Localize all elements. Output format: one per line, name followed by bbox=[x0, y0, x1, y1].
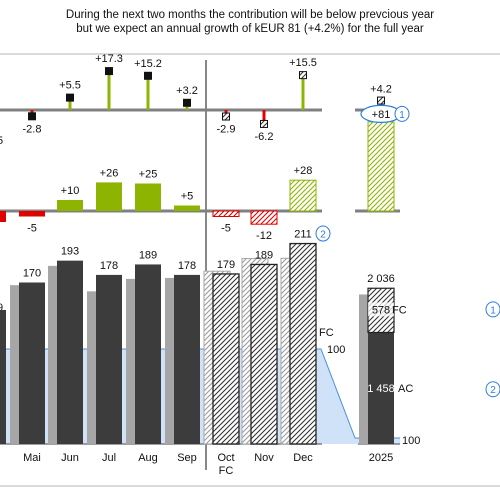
delta-pct-label: -2.8 bbox=[23, 123, 42, 135]
delta-abs-bar bbox=[57, 200, 83, 211]
marker-label: 1 bbox=[399, 110, 405, 121]
delta-pct-label: +15.2 bbox=[134, 58, 162, 70]
value-label: 211 bbox=[294, 229, 312, 241]
x-tick-label: Nov bbox=[254, 452, 274, 464]
value-label: 170 bbox=[23, 268, 41, 280]
marker-circle bbox=[394, 105, 410, 122]
delta-pct-pin-head bbox=[66, 93, 74, 102]
x-tick-label: Jun bbox=[61, 452, 79, 464]
x-tick-label: Jul bbox=[102, 452, 116, 464]
total-forecast-label-bg bbox=[368, 302, 394, 317]
delta-pct-label: -6.2 bbox=[255, 131, 274, 143]
total-delta-abs-label: +81 bbox=[372, 109, 391, 121]
delta-pct-label: +5.5 bbox=[59, 80, 81, 92]
x-tick-label: Oct bbox=[217, 452, 234, 464]
chart-title-line-1: During the next two months the contribut… bbox=[65, 9, 435, 21]
value-bar bbox=[135, 264, 161, 444]
delta-pct-pin-head bbox=[105, 67, 113, 76]
total-fc-tag: FC bbox=[392, 304, 407, 316]
total-ac-tag: AC bbox=[398, 383, 413, 395]
delta-pct-pin-head bbox=[260, 119, 268, 128]
total-delta-abs-bar bbox=[367, 121, 395, 212]
delta-pct-label: +3.2 bbox=[176, 85, 198, 97]
x-tick-sublabel: FC bbox=[219, 465, 234, 477]
value-bar bbox=[96, 274, 122, 444]
delta-pct-pin-head bbox=[28, 112, 36, 121]
value-bar bbox=[289, 242, 317, 445]
value-label: 189 bbox=[255, 249, 273, 261]
total-actual-segment bbox=[368, 332, 394, 444]
chart-title-line-2: but we expect an annual growth of kEUR 8… bbox=[76, 23, 424, 35]
value-label: 178 bbox=[100, 260, 118, 272]
x-tick-label: Aug bbox=[138, 452, 158, 464]
delta-pct-label: +17.3 bbox=[95, 53, 123, 65]
delta-pct-pin-head bbox=[183, 98, 191, 107]
delta-pct-pin-head bbox=[222, 112, 230, 121]
value-label: 193 bbox=[61, 246, 79, 258]
delta-abs-label: -12 bbox=[256, 230, 272, 242]
value-label: 179 bbox=[217, 259, 235, 271]
delta-abs-bar bbox=[250, 210, 278, 225]
x-tick-label: Mai bbox=[23, 452, 41, 464]
delta-abs-label: +26 bbox=[100, 167, 119, 179]
marker-circle bbox=[315, 225, 331, 242]
right-marker-label: 2 bbox=[490, 385, 496, 396]
delta-pct-pin-head bbox=[144, 71, 152, 80]
x-tick-label: Dec bbox=[293, 452, 313, 464]
delta-pct-pin-head bbox=[299, 71, 307, 80]
delta-abs-label: +10 bbox=[61, 185, 80, 197]
reference-label: 100 bbox=[327, 344, 345, 356]
right-marker-label: 1 bbox=[490, 305, 496, 316]
delta-abs-bar bbox=[19, 211, 45, 217]
delta-abs-bar bbox=[135, 183, 161, 211]
total-forecast-label: 578 bbox=[372, 304, 390, 316]
total-delta-pct-pin-head bbox=[377, 96, 385, 105]
value-bar bbox=[19, 282, 45, 444]
delta-abs-label: +25 bbox=[139, 169, 158, 181]
total-value-label: 2 036 bbox=[367, 273, 395, 285]
right-marker-circle bbox=[485, 381, 500, 398]
value-bar bbox=[212, 273, 240, 445]
partial-value-label: 9 bbox=[0, 302, 3, 314]
value-bar bbox=[250, 263, 278, 445]
marker-label: 2 bbox=[320, 230, 326, 241]
partial-delta-abs-bar bbox=[0, 211, 6, 222]
delta-abs-bar bbox=[289, 179, 317, 212]
value-label: 189 bbox=[139, 249, 157, 261]
right-marker-circle bbox=[485, 301, 500, 318]
value-bar bbox=[57, 260, 83, 444]
fc-series-tag: FC bbox=[319, 327, 334, 339]
delta-pct-label: +15.5 bbox=[289, 57, 317, 69]
partial-delta-label: 5 bbox=[0, 135, 3, 147]
total-actual-label: 1 458 bbox=[367, 383, 395, 395]
value-label: 178 bbox=[178, 260, 196, 272]
delta-abs-bar bbox=[174, 205, 200, 211]
delta-abs-label: -5 bbox=[27, 223, 37, 235]
x-tick-label: Sep bbox=[177, 452, 197, 464]
partial-actual-bar bbox=[0, 310, 6, 444]
delta-abs-bar bbox=[212, 210, 240, 217]
total-delta-pct-label: +4.2 bbox=[370, 84, 392, 96]
delta-abs-bar bbox=[96, 182, 122, 211]
total-x-label: 2025 bbox=[369, 452, 393, 464]
delta-abs-label: +5 bbox=[181, 191, 194, 203]
delta-abs-label: -5 bbox=[221, 223, 231, 235]
delta-abs-label: +28 bbox=[294, 165, 313, 177]
reference-label-total: 100 bbox=[402, 435, 420, 447]
value-bar bbox=[174, 274, 200, 444]
delta-pct-label: -2.9 bbox=[217, 124, 236, 136]
